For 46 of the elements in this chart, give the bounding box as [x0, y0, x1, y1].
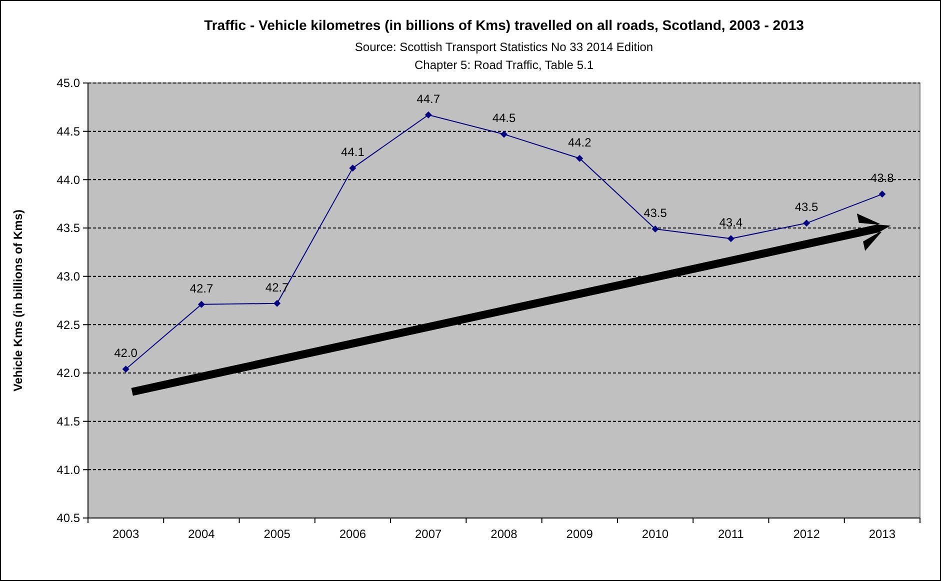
- x-tick-label: 2013: [868, 527, 896, 541]
- y-tick-label: 42.0: [56, 366, 80, 380]
- x-tick-label: 2003: [112, 527, 140, 541]
- data-label: 44.5: [492, 111, 516, 126]
- y-tick-label: 43.5: [56, 221, 80, 236]
- data-label: 43.8: [870, 171, 894, 186]
- x-tick-label: 2007: [415, 527, 442, 541]
- point: [424, 111, 432, 118]
- point: [349, 164, 356, 172]
- x-tick-label: 2011: [718, 527, 744, 541]
- data-label: 44.2: [568, 135, 592, 150]
- point: [122, 366, 130, 373]
- y-tick-label: 42.5: [56, 318, 80, 332]
- y-tick-label: 45.0: [56, 76, 80, 90]
- data-label: 43.4: [719, 216, 743, 230]
- text: Chapter 5: Road Traffic, Table 5.1: [414, 58, 594, 72]
- x-tick-label: 2008: [490, 527, 518, 541]
- y-tick-label: 43.0: [56, 270, 80, 284]
- data-label: 44.1: [341, 145, 365, 160]
- point: [803, 220, 810, 227]
- x-tick-label: 2010: [642, 527, 669, 541]
- point: [198, 300, 205, 308]
- x-tick-label: 2009: [566, 527, 594, 541]
- data-label: 42.7: [190, 281, 214, 296]
- y-tick-label: 44.5: [56, 124, 80, 139]
- data-label: 43.5: [644, 206, 668, 220]
- point: [274, 300, 281, 307]
- point: [652, 225, 659, 232]
- point: [576, 154, 584, 162]
- point: [500, 130, 508, 138]
- chart-subtitle: Source: Scottish Transport Statistics No 33 2014 Edition: [354, 40, 654, 54]
- x-tick-label: 2004: [188, 527, 216, 541]
- y-tick-label: 41.5: [56, 414, 80, 429]
- data-label: 42.0: [114, 346, 138, 360]
- data-label: 43.5: [794, 200, 819, 214]
- point: [727, 235, 734, 242]
- data-label: 44.7: [416, 92, 440, 106]
- y-axis-title: Vehicle Kms (in billions of Kms): [11, 209, 25, 392]
- y-tick-label: 41.0: [56, 462, 80, 477]
- x-tick-label: 2006: [339, 527, 366, 541]
- x-tick-label: 2012: [793, 527, 820, 541]
- y-tick-label: 40.5: [56, 511, 80, 526]
- point: [878, 190, 886, 198]
- chart-title: Traffic - Vehicle kilometres (in billions of Kms) travelled on all roads, Scotland, 2003 - 2013: [204, 17, 804, 33]
- y-tick-label: 44.0: [56, 172, 80, 187]
- x-tick-label: 2005: [264, 527, 291, 541]
